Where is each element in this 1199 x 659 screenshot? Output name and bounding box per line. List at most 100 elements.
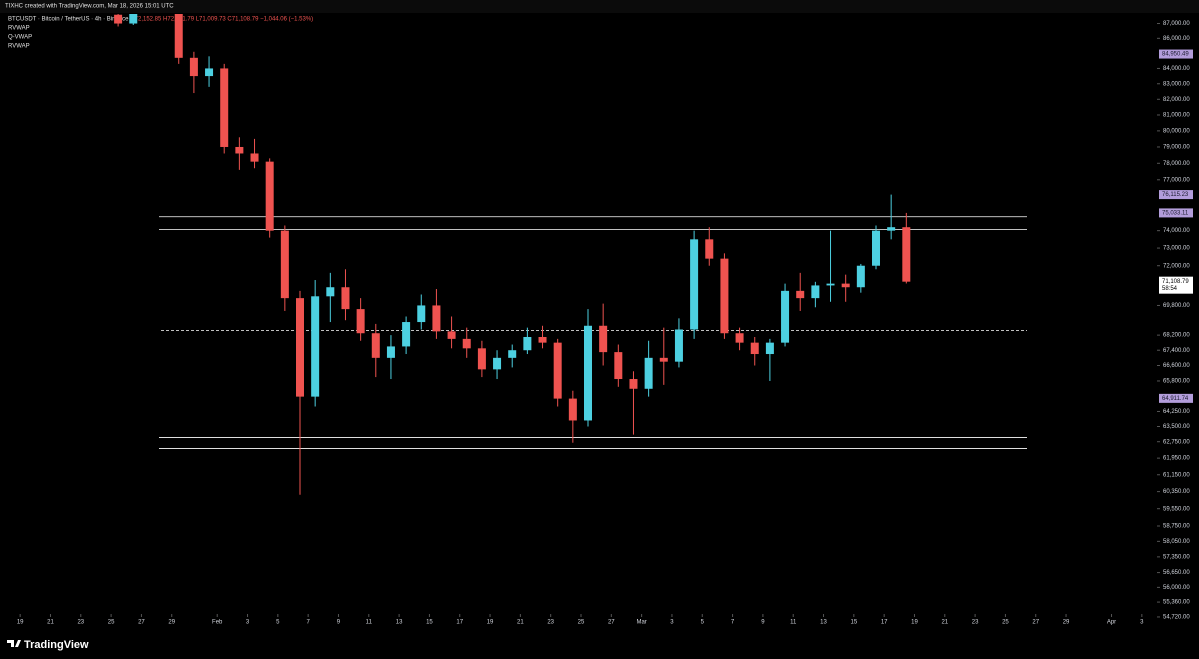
y-tick-label: 87,000.00: [1163, 21, 1190, 27]
candle-body: [174, 14, 183, 58]
y-tick-label: 61,950.00: [1163, 456, 1190, 462]
y-tick-label: 67,400.00: [1163, 348, 1190, 354]
y-tick-label: 69,800.00: [1163, 303, 1190, 309]
y-tick-label: 61,150.00: [1163, 472, 1190, 478]
candle-body: [553, 342, 562, 399]
candle-body: [296, 298, 304, 397]
price-tag-label: 64,911.74: [1162, 396, 1189, 402]
x-tick-label: 11: [790, 620, 797, 626]
x-tick-label: 29: [168, 620, 175, 626]
x-tick-label: 7: [306, 620, 310, 626]
candle-body: [356, 309, 365, 334]
y-tick-label: 58,050.00: [1163, 539, 1190, 545]
y-tick-label: 78,000.00: [1163, 161, 1190, 167]
y-tick-label: 56,000.00: [1163, 585, 1190, 591]
y-tick-label: 60,350.00: [1163, 489, 1190, 495]
x-tick-label: 3: [246, 620, 250, 626]
candle-body: [568, 398, 577, 421]
candle-body: [735, 333, 744, 343]
indicator: RVWAP: [8, 44, 30, 50]
x-tick-label: 27: [138, 620, 145, 626]
x-tick-label: 5: [701, 620, 705, 626]
candle-body: [493, 357, 502, 370]
price-tag: [1159, 49, 1193, 59]
y-tick-label: 58,750.00: [1163, 524, 1190, 530]
countdown: 58:54: [1162, 286, 1178, 292]
candle-body: [538, 336, 547, 343]
x-tick-label: 9: [761, 620, 765, 626]
candle-body: [235, 146, 244, 154]
candle-body: [447, 331, 456, 339]
candle-body: [477, 348, 486, 370]
y-tick-label: 82,000.00: [1163, 97, 1190, 103]
candle-body: [841, 283, 850, 288]
x-tick-label: 23: [77, 620, 84, 626]
candle-body: [811, 285, 820, 299]
candle-body: [402, 322, 411, 347]
x-tick-label: 21: [517, 620, 524, 626]
brand: TradingView: [24, 639, 89, 651]
candle-body: [659, 357, 668, 362]
y-tick-label: 64,250.00: [1163, 409, 1190, 415]
y-tick-label: 73,000.00: [1163, 246, 1190, 252]
y-tick-label: 80,000.00: [1163, 128, 1190, 134]
price-tag: [1159, 208, 1193, 218]
x-tick-label: 17: [456, 620, 463, 626]
candle-body: [462, 338, 471, 349]
y-tick-label: 72,000.00: [1163, 263, 1190, 269]
candle-body: [614, 352, 623, 380]
candle-body: [432, 305, 441, 332]
x-tick-label: 27: [608, 620, 615, 626]
candle-body: [341, 287, 350, 310]
x-tick-label: Feb: [212, 620, 223, 626]
x-tick-label: 15: [850, 620, 857, 626]
candle-body: [856, 265, 865, 288]
y-tick-label: 55,360.00: [1163, 600, 1190, 606]
indicator: RVWAP: [8, 26, 30, 32]
x-tick-label: 29: [1063, 620, 1070, 626]
y-tick-label: 56,650.00: [1163, 570, 1190, 576]
x-tick-label: 25: [108, 620, 115, 626]
credit: TIXHC created with TradingView.com, Mar …: [5, 4, 174, 10]
candle-body: [674, 329, 683, 362]
y-tick-label: 77,000.00: [1163, 177, 1190, 183]
candle-body: [887, 227, 896, 231]
price-tag-label: 76,115.23: [1162, 192, 1189, 198]
brand-logo: TradingView: [7, 639, 89, 651]
candle-body: [189, 57, 198, 77]
price-tag-label: 75,033.11: [1162, 210, 1189, 216]
y-tick-label: 79,000.00: [1163, 145, 1190, 151]
x-tick-label: 21: [47, 620, 54, 626]
candle-body: [584, 325, 592, 421]
price-tag-label: 84,950.49: [1162, 52, 1189, 58]
x-tick-label: 5: [276, 620, 280, 626]
candle-body: [129, 14, 138, 24]
x-tick-label: 11: [366, 620, 373, 626]
x-tick-label: 9: [337, 620, 341, 626]
candle-body: [644, 357, 653, 389]
last-price-label: 71,108.79: [1162, 279, 1189, 285]
y-tick-label: 83,000.00: [1163, 81, 1190, 87]
candle-body: [326, 287, 335, 297]
x-tick-label: 17: [881, 620, 888, 626]
y-tick-label: 65,800.00: [1163, 379, 1190, 385]
candle-body: [629, 379, 638, 389]
candle-body: [280, 230, 289, 299]
candle-body: [720, 258, 729, 334]
x-tick-label: 15: [426, 620, 433, 626]
candle-body: [872, 230, 880, 266]
x-tick-label: 19: [487, 620, 494, 626]
price-tag: [1159, 190, 1193, 200]
last-price-tag: [1159, 276, 1193, 294]
candle-body: [205, 68, 214, 77]
x-tick-label: 19: [17, 620, 24, 626]
x-tick-label: 3: [670, 620, 674, 626]
indicator: Q-VWAP: [8, 35, 32, 41]
plot-area: [114, 14, 1027, 495]
candle-body: [386, 346, 395, 358]
ohlc-text: O72,152.85 H72,981.79 L71,009.73 C71,108…: [130, 17, 313, 23]
candle-body: [523, 336, 532, 351]
candle-body: [902, 227, 911, 282]
x-tick-label: 7: [731, 620, 735, 626]
